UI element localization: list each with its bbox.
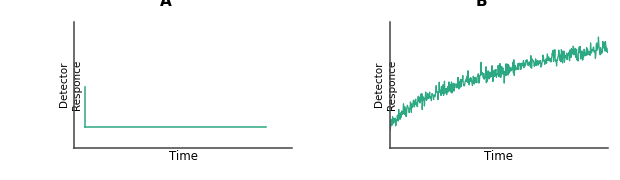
- X-axis label: Time: Time: [169, 150, 198, 163]
- X-axis label: Time: Time: [484, 150, 513, 163]
- Y-axis label: Detector
Responce: Detector Responce: [59, 59, 82, 110]
- Text: A: A: [160, 0, 172, 9]
- Text: B: B: [476, 0, 487, 9]
- Y-axis label: Detector
Responce: Detector Responce: [374, 59, 397, 110]
